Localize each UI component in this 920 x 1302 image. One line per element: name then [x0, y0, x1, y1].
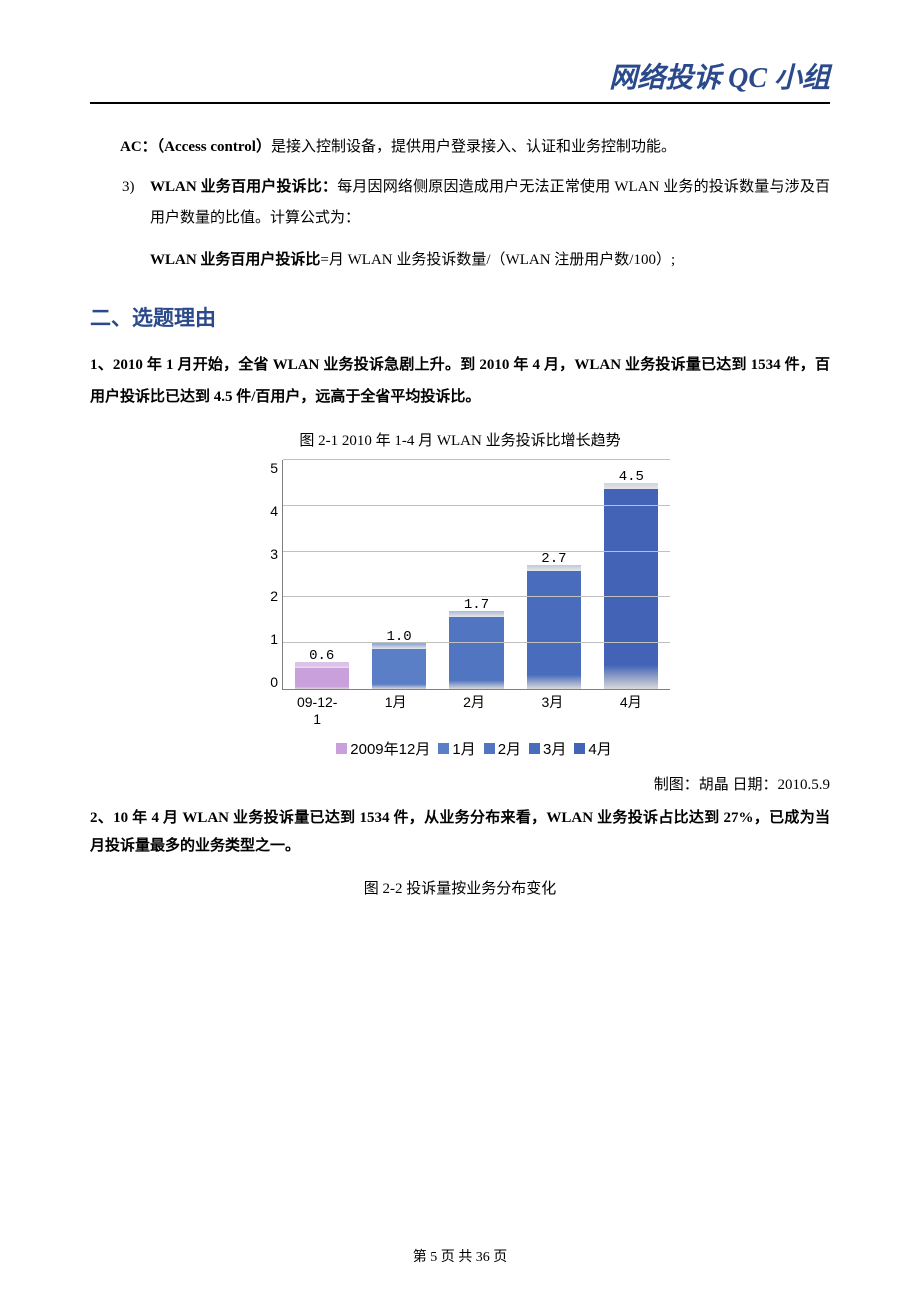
formula-line: WLAN 业务百用户投诉比=月 WLAN 业务投诉数量/（WLAN 注册用户数/… — [150, 245, 830, 277]
chart-bars: 0.6 1.0 1.7 2.7 4.5 — [283, 460, 670, 689]
chart-2-1: 543210 0.61.01.72.74.5 09-12-11月2月3月4月 2… — [250, 460, 670, 759]
bar: 4.5 — [604, 483, 658, 689]
section-heading: 二、选题理由 — [90, 302, 830, 332]
bar-value-label: 2.7 — [527, 551, 581, 567]
grid-line — [283, 642, 670, 643]
y-tick: 5 — [270, 460, 278, 476]
legend-item: 4月 — [574, 738, 611, 759]
legend-swatch — [336, 743, 347, 754]
list-text: WLAN 业务百用户投诉比：每月因网络侧原因造成用户无法正常使用 WLAN 业务… — [150, 172, 830, 235]
bar-slot: 4.5 — [593, 460, 670, 689]
legend-item: 2009年12月 — [336, 738, 430, 759]
bar: 0.6 — [295, 662, 349, 689]
chart-legend: 2009年12月 1月 2月 3月 4月 — [278, 738, 670, 759]
bar: 1.0 — [372, 643, 426, 689]
reason-1-text: 1、2010 年 1 月开始，全省 WLAN 业务投诉急剧上升。到 2010 年… — [90, 357, 830, 405]
grid-line — [283, 459, 670, 460]
legend-label: 2月 — [498, 738, 521, 759]
y-tick: 0 — [270, 674, 278, 690]
chart-plot-area: 0.6 1.0 1.7 2.7 4.5 — [282, 460, 670, 690]
formula-rest: =月 WLAN 业务投诉数量/（WLAN 注册用户数/100）; — [320, 252, 675, 268]
formula-bold: WLAN 业务百用户投诉比 — [150, 252, 320, 268]
term-ac: AC：（Access control） — [120, 139, 271, 155]
reason-2: 2、10 年 4 月 WLAN 业务投诉量已达到 1534 件，从业务分布来看，… — [90, 804, 830, 861]
chart-y-axis: 5 4 3 2 1 0 — [250, 460, 282, 690]
bar-value-label: 0.6 — [295, 648, 349, 664]
y-tick: 2 — [270, 588, 278, 604]
page-footer: 第 5 页 共 36 页 — [0, 1246, 920, 1266]
reason-2-text: 2、10 年 4 月 WLAN 业务投诉量已达到 1534 件，从业务分布来看，… — [90, 810, 830, 855]
term-ac-desc: 是接入控制设备，提供用户登录接入、认证和业务控制功能。 — [271, 139, 676, 155]
legend-swatch — [484, 743, 495, 754]
grid-line — [283, 596, 670, 597]
bar-value-label: 4.5 — [604, 469, 658, 485]
x-tick: 1月 — [356, 694, 434, 728]
reason-1: 1、2010 年 1 月开始，全省 WLAN 业务投诉急剧上升。到 2010 年… — [90, 350, 830, 413]
legend-label: 1月 — [452, 738, 475, 759]
y-tick: 3 — [270, 546, 278, 562]
bar-value-label: 1.7 — [449, 597, 503, 613]
list-number: 3) — [122, 172, 150, 235]
legend-swatch — [574, 743, 585, 754]
x-tick: 09-12-1 — [278, 694, 356, 728]
grid-line — [283, 505, 670, 506]
page: 网络投诉 QC 小组 AC：（Access control）是接入控制设备，提供… — [0, 0, 920, 1302]
bar: 1.7 — [449, 611, 503, 689]
bar-slot: 0.6 — [283, 460, 360, 689]
x-tick: 2月 — [435, 694, 513, 728]
bar-slot: 2.7 — [515, 460, 592, 689]
bar-slot: 1.0 — [360, 460, 437, 689]
term-ratio: WLAN 业务百用户投诉比： — [150, 179, 337, 195]
y-tick: 4 — [270, 503, 278, 519]
legend-label: 4月 — [588, 738, 611, 759]
page-header-title: 网络投诉 QC 小组 — [90, 56, 830, 104]
bar: 2.7 — [527, 565, 581, 689]
legend-label: 2009年12月 — [350, 738, 430, 759]
legend-swatch — [438, 743, 449, 754]
bar-slot: 1.7 — [438, 460, 515, 689]
x-tick: 3月 — [513, 694, 591, 728]
legend-item: 1月 — [438, 738, 475, 759]
grid-line — [283, 551, 670, 552]
x-tick: 4月 — [592, 694, 670, 728]
legend-label: 3月 — [543, 738, 566, 759]
chart-x-axis: 09-12-11月2月3月4月 — [278, 694, 670, 728]
paragraph-ac-def: AC：（Access control）是接入控制设备，提供用户登录接入、认证和业… — [90, 132, 830, 164]
chart-credit: 制图：胡晶 日期：2010.5.9 — [90, 773, 830, 794]
legend-item: 2月 — [484, 738, 521, 759]
figure-2-2-caption: 图 2-2 投诉量按业务分布变化 — [90, 877, 830, 898]
legend-item: 3月 — [529, 738, 566, 759]
figure-2-1-caption: 图 2-1 2010 年 1-4 月 WLAN 业务投诉比增长趋势 — [90, 429, 830, 450]
legend-swatch — [529, 743, 540, 754]
y-tick: 1 — [270, 631, 278, 647]
list-item-3: 3) WLAN 业务百用户投诉比：每月因网络侧原因造成用户无法正常使用 WLAN… — [122, 172, 830, 277]
